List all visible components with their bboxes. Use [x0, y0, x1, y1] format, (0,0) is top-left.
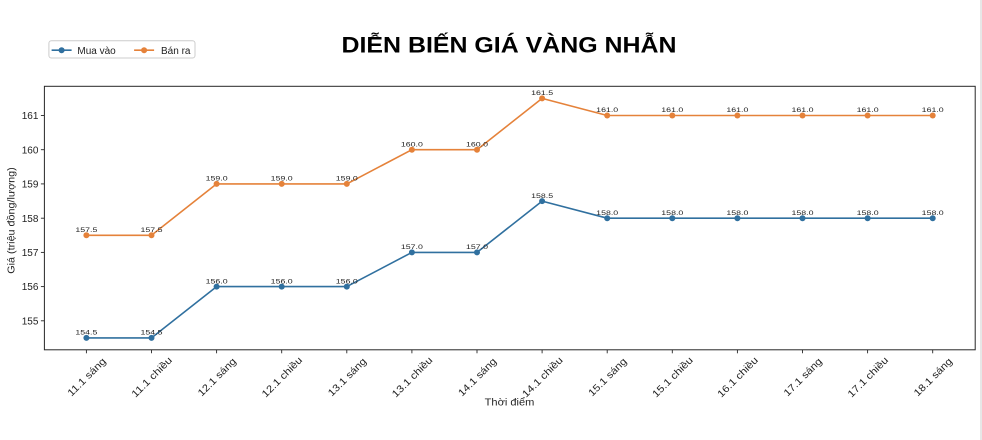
svg-text:161.0: 161.0 [661, 107, 683, 114]
svg-text:161.0: 161.0 [857, 107, 879, 114]
svg-text:Giá (triệu đồng/lượng): Giá (triệu đồng/lượng) [6, 167, 18, 274]
svg-text:Mua vào: Mua vào [77, 46, 116, 57]
svg-text:159.0: 159.0 [336, 176, 358, 183]
svg-text:156.0: 156.0 [206, 278, 228, 285]
svg-text:156: 156 [22, 282, 39, 293]
svg-text:157.0: 157.0 [401, 244, 423, 251]
svg-text:158.0: 158.0 [726, 210, 748, 217]
svg-text:160: 160 [22, 145, 39, 156]
svg-text:157.5: 157.5 [75, 227, 97, 234]
svg-text:160.0: 160.0 [466, 141, 488, 148]
svg-text:157: 157 [22, 248, 39, 259]
svg-text:157.0: 157.0 [466, 244, 488, 251]
svg-text:158.0: 158.0 [857, 210, 879, 217]
svg-text:159.0: 159.0 [206, 176, 228, 183]
svg-text:155: 155 [22, 316, 39, 327]
svg-text:161.0: 161.0 [726, 107, 748, 114]
svg-text:157.5: 157.5 [141, 227, 163, 234]
svg-text:159.0: 159.0 [271, 176, 293, 183]
svg-text:158.0: 158.0 [596, 210, 618, 217]
svg-text:158.0: 158.0 [661, 210, 683, 217]
svg-text:154.5: 154.5 [141, 330, 163, 337]
svg-text:161: 161 [22, 111, 39, 122]
svg-text:156.0: 156.0 [336, 278, 358, 285]
svg-text:160.0: 160.0 [401, 141, 423, 148]
svg-text:154.5: 154.5 [75, 330, 97, 337]
svg-text:161.5: 161.5 [531, 90, 553, 97]
svg-text:156.0: 156.0 [271, 278, 293, 285]
svg-text:161.0: 161.0 [792, 107, 814, 114]
svg-text:161.0: 161.0 [922, 107, 944, 114]
svg-text:159: 159 [22, 180, 39, 191]
svg-text:DIỄN BIẾN GIÁ VÀNG NHẪN: DIỄN BIẾN GIÁ VÀNG NHẪN [342, 31, 677, 57]
svg-text:158.0: 158.0 [922, 210, 944, 217]
svg-text:Bán ra: Bán ra [161, 46, 191, 57]
svg-text:158.0: 158.0 [792, 210, 814, 217]
svg-text:158: 158 [22, 214, 39, 225]
svg-text:161.0: 161.0 [596, 107, 618, 114]
svg-text:158.5: 158.5 [531, 193, 553, 200]
svg-text:Thời điểm: Thời điểm [485, 397, 535, 409]
